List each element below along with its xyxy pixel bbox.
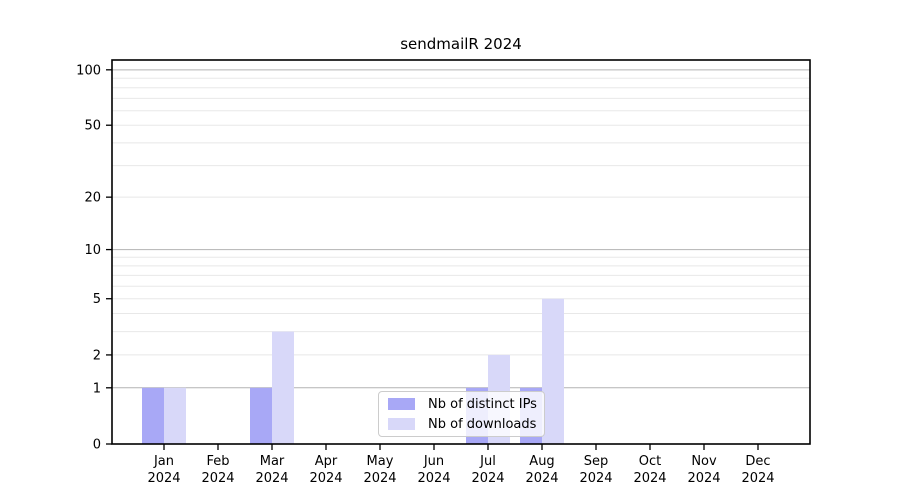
x-tick-label-year: 2024 bbox=[309, 471, 342, 486]
legend-swatch-downloads-icon bbox=[388, 418, 415, 430]
legend: Nb of distinct IPs Nb of downloads bbox=[378, 391, 545, 437]
x-tick-label-month: Oct bbox=[639, 454, 661, 469]
x-tick-label-year: 2024 bbox=[147, 471, 180, 486]
y-tick-label: 5 bbox=[93, 292, 101, 307]
y-tick-label: 10 bbox=[84, 243, 101, 258]
y-tick-label: 2 bbox=[93, 348, 101, 363]
chart-title: sendmailR 2024 bbox=[400, 35, 522, 53]
bar-mar-downloads bbox=[272, 331, 294, 444]
legend-item-downloads: Nb of downloads bbox=[388, 416, 537, 432]
bar-jan-distinct-ips bbox=[142, 387, 164, 444]
x-tick-label-year: 2024 bbox=[633, 471, 666, 486]
x-tick-label-month: Dec bbox=[745, 454, 770, 469]
x-tick-label-year: 2024 bbox=[525, 471, 558, 486]
legend-label-distinct-ips: Nb of distinct IPs bbox=[428, 396, 537, 412]
x-tick-label-year: 2024 bbox=[687, 471, 720, 486]
y-tick-label: 0 bbox=[93, 438, 101, 453]
x-tick-label-month: Jan bbox=[153, 454, 174, 469]
bar-mar-distinct-ips bbox=[250, 387, 272, 444]
x-tick-label-year: 2024 bbox=[363, 471, 396, 486]
y-tick-label: 50 bbox=[84, 119, 101, 134]
x-tick-label-year: 2024 bbox=[201, 471, 234, 486]
x-tick-label-month: Feb bbox=[206, 454, 229, 469]
x-tick-label-year: 2024 bbox=[471, 471, 504, 486]
x-tick-label-year: 2024 bbox=[417, 471, 450, 486]
x-tick-label-month: Apr bbox=[315, 454, 338, 469]
x-tick-label-year: 2024 bbox=[255, 471, 288, 486]
x-tick-label-month: May bbox=[367, 454, 394, 469]
x-tick-label-month: Jun bbox=[423, 454, 444, 469]
legend-label-downloads: Nb of downloads bbox=[428, 416, 537, 432]
legend-item-distinct-ips: Nb of distinct IPs bbox=[388, 396, 537, 412]
x-tick-label-month: Nov bbox=[691, 454, 717, 469]
y-tick-label: 100 bbox=[76, 63, 101, 78]
x-tick-label-year: 2024 bbox=[741, 471, 774, 486]
y-tick-label: 20 bbox=[84, 191, 101, 206]
x-tick-label-year: 2024 bbox=[579, 471, 612, 486]
legend-swatch-distinct-ips-icon bbox=[388, 398, 415, 410]
x-tick-label-month: Mar bbox=[260, 454, 285, 469]
axes-spines bbox=[111, 59, 811, 445]
x-tick-label-month: Jul bbox=[479, 454, 496, 469]
x-tick-label-month: Aug bbox=[529, 454, 554, 469]
y-tick-label: 1 bbox=[93, 381, 101, 396]
x-tick-label-month: Sep bbox=[584, 454, 609, 469]
bar-jan-downloads bbox=[164, 387, 186, 444]
bar-aug-downloads bbox=[542, 298, 564, 444]
